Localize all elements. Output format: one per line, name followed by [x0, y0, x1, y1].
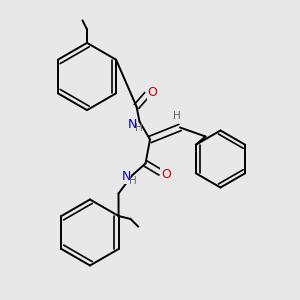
Text: H: H	[129, 176, 136, 186]
Text: N: N	[121, 170, 131, 184]
Text: H: H	[135, 123, 142, 133]
Text: N: N	[127, 118, 137, 131]
Text: O: O	[148, 86, 157, 100]
Text: H: H	[173, 111, 181, 121]
Text: O: O	[161, 167, 171, 181]
